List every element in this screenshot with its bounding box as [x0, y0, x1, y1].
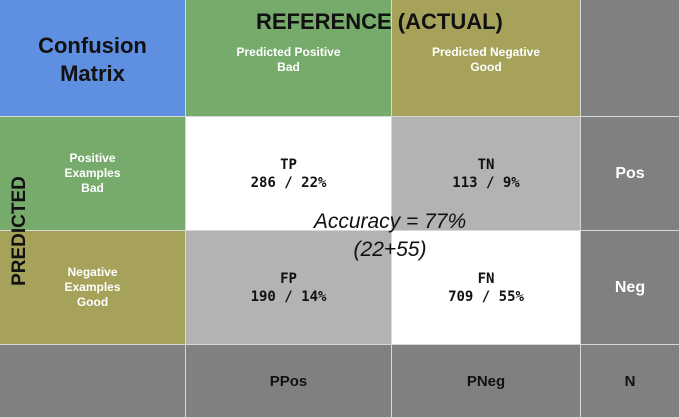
- row-header-line3: Bad: [81, 181, 104, 195]
- matrix-title: Confusion Matrix: [38, 33, 147, 86]
- grand-total-label: N: [624, 372, 636, 390]
- column-header-line1: Predicted Positive: [236, 45, 341, 59]
- cell-value: 190 / 14%: [250, 288, 327, 305]
- column-header-line1: Predicted Negative: [431, 45, 541, 59]
- row-header-negative: Negative Examples Good: [0, 231, 186, 345]
- grand-total-n: N: [581, 345, 680, 418]
- cell-value: 709 / 55%: [448, 288, 524, 305]
- column-header-line2: Good: [470, 60, 502, 74]
- row-header-line3: Good: [76, 295, 109, 309]
- column-total-pneg: PNeg: [392, 345, 581, 418]
- column-header-predicted-negative: Predicted Negative Good: [392, 0, 581, 117]
- column-total-label: PPos: [269, 372, 308, 390]
- cell-label: TP: [280, 156, 297, 173]
- column-header-line2: Bad: [277, 60, 300, 74]
- row-header-positive: Positive Examples Bad: [0, 117, 186, 231]
- row-header-line2: Examples: [64, 280, 121, 294]
- row-total-label: Neg: [614, 278, 646, 296]
- predicted-title-wrap: PREDICTED: [6, 172, 34, 290]
- matrix-title-cell: Confusion Matrix: [0, 0, 186, 117]
- row-total-neg: Neg: [581, 231, 680, 345]
- cell-false-negative: FN 709 / 55%: [392, 231, 581, 345]
- cell-value: 286 / 22%: [250, 174, 327, 191]
- cell-value: 113 / 9%: [452, 174, 520, 191]
- row-header-line1: Positive: [69, 151, 116, 165]
- row-total-label: Pos: [615, 164, 645, 182]
- footer-blank-cell: [0, 345, 186, 418]
- row-header-line1: Negative: [67, 265, 118, 279]
- row-header-line2: Examples: [64, 166, 121, 180]
- cell-true-positive: TP 286 / 22%: [186, 117, 392, 231]
- cell-label: TN: [477, 156, 495, 173]
- column-header-predicted-positive: Predicted Positive Bad: [186, 0, 392, 117]
- cell-label: FN: [477, 270, 495, 287]
- predicted-title: PREDICTED: [9, 176, 31, 286]
- column-total-ppos: PPos: [186, 345, 392, 418]
- reference-title: REFERENCE (ACTUAL): [256, 9, 503, 34]
- accuracy-annotation: Accuracy = 77% (22+55): [290, 208, 490, 264]
- corner-cell: [581, 0, 680, 117]
- row-total-pos: Pos: [581, 117, 680, 231]
- column-total-label: PNeg: [466, 372, 506, 390]
- cell-label: FP: [280, 270, 297, 287]
- cell-false-positive: FP 190 / 14%: [186, 231, 392, 345]
- cell-true-negative: TN 113 / 9%: [392, 117, 581, 231]
- accuracy-formula: (22+55): [353, 238, 427, 261]
- accuracy-value: Accuracy = 77%: [313, 210, 467, 233]
